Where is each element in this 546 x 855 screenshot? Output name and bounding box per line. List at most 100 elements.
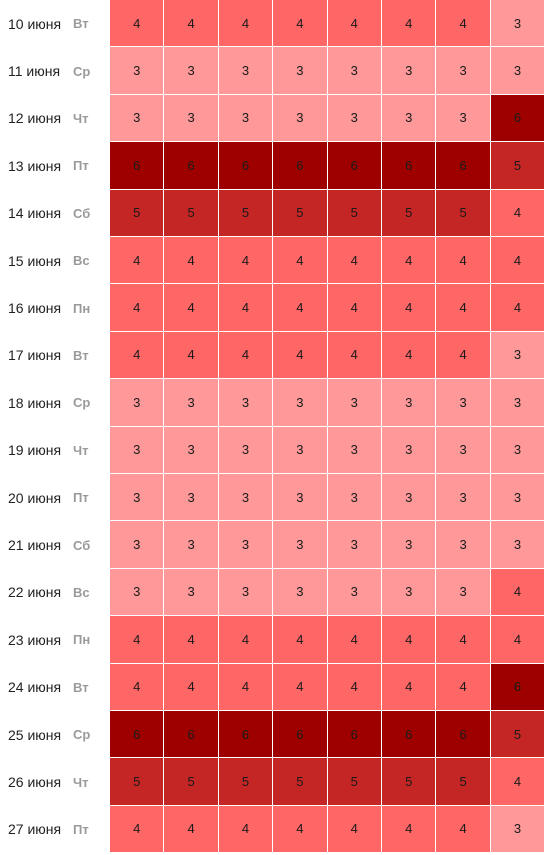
calendar-row: 17 июня Вт 4 4 4 4 4 4 4 3: [0, 331, 546, 380]
calendar-row: 16 июня Пн 4 4 4 4 4 4 4 4: [0, 284, 546, 332]
weekday-label: Вт: [73, 679, 89, 695]
heat-cell: 3: [218, 47, 274, 95]
heat-cell: 4: [327, 805, 382, 854]
heat-cell: 4: [110, 331, 165, 380]
heat-cell: 6: [218, 142, 274, 190]
heat-cell: 3: [382, 379, 437, 427]
calendar-row: 12 июня Чт 3 3 3 3 3 3 3 6: [0, 94, 546, 143]
weekday-label: Сб: [73, 205, 91, 221]
heat-cell: 5: [218, 189, 274, 237]
heat-cell: 3: [490, 474, 546, 522]
heat-cell: 3: [164, 568, 219, 617]
heat-cell: 4: [273, 663, 328, 711]
heat-cell: 4: [273, 616, 328, 664]
row-label: 15 июня Вс: [0, 237, 110, 284]
heat-cell: 4: [436, 284, 491, 332]
heat-cell: 3: [218, 568, 274, 617]
heat-cell: 3: [218, 94, 274, 143]
weekday-label: Чт: [73, 774, 89, 790]
heat-cell: 5: [327, 758, 382, 806]
row-label: 27 июня Пт: [0, 806, 110, 853]
heat-cell: 6: [164, 142, 219, 190]
date-label: 26 июня: [8, 774, 62, 791]
heat-cell: 3: [110, 474, 165, 522]
heat-cell: 3: [382, 568, 437, 617]
heat-cell: 3: [110, 426, 165, 474]
heat-cell: 3: [327, 379, 382, 427]
heat-cell: 6: [490, 94, 546, 143]
row-label: 12 июня Чт: [0, 95, 110, 142]
heat-cell: 3: [327, 521, 382, 569]
heat-cell: 3: [436, 379, 491, 427]
heat-cell: 3: [436, 521, 491, 569]
heat-cell: 3: [490, 331, 546, 380]
heat-cell: 3: [273, 94, 328, 143]
heat-cell: 3: [110, 521, 165, 569]
heat-cell: 6: [110, 711, 165, 759]
heat-cell: 4: [110, 663, 165, 711]
row-label: 22 июня Вс: [0, 569, 110, 616]
heat-cell: 5: [164, 758, 219, 806]
heat-cell: 3: [436, 568, 491, 617]
heat-cell: 4: [436, 663, 491, 711]
heat-cell: 4: [490, 237, 546, 285]
heat-cell: 5: [273, 189, 328, 237]
heat-cell: 3: [273, 379, 328, 427]
heat-cell: 4: [164, 284, 219, 332]
row-label: 17 июня Вт: [0, 332, 110, 379]
date-label: 18 июня: [8, 394, 62, 411]
heat-cell: 4: [164, 616, 219, 664]
calendar-row: 10 июня Вт 4 4 4 4 4 4 4 3: [0, 0, 546, 48]
heat-cell: 4: [327, 0, 382, 48]
weekday-label: Пн: [73, 632, 91, 648]
heat-cell: 5: [327, 189, 382, 237]
heat-cell: 4: [218, 331, 274, 380]
heat-cell: 4: [218, 616, 274, 664]
heat-cell: 3: [382, 47, 437, 95]
date-label: 23 июня: [8, 631, 62, 648]
heat-cell: 5: [110, 758, 165, 806]
row-label: 25 июня Ср: [0, 711, 110, 758]
date-label: 22 июня: [8, 584, 62, 601]
weekday-label: Пт: [73, 490, 89, 506]
heat-cell: 5: [273, 758, 328, 806]
heat-cell: 4: [218, 805, 274, 854]
date-label: 25 июня: [8, 726, 62, 743]
row-label: 26 июня Чт: [0, 758, 110, 805]
date-label: 17 июня: [8, 347, 62, 364]
heat-cell: 4: [164, 331, 219, 380]
date-label: 24 июня: [8, 679, 62, 696]
heat-cell: 4: [382, 284, 437, 332]
heat-cell: 4: [327, 616, 382, 664]
calendar-row: 24 июня Вт 4 4 4 4 4 4 4 6: [0, 663, 546, 711]
heat-cell: 4: [490, 758, 546, 806]
heat-cell: 3: [327, 47, 382, 95]
heat-cell: 4: [382, 616, 437, 664]
weekday-label: Ср: [73, 395, 91, 411]
heat-cell: 3: [490, 0, 546, 48]
heat-cell: 6: [110, 142, 165, 190]
row-label: 10 июня Вт: [0, 0, 110, 47]
heat-cell: 4: [164, 237, 219, 285]
heat-cell: 3: [436, 474, 491, 522]
heat-cell: 4: [382, 805, 437, 854]
heat-cell: 5: [490, 711, 546, 759]
heat-cell: 4: [164, 805, 219, 854]
heat-cell: 4: [490, 568, 546, 617]
heat-cell: 4: [273, 0, 328, 48]
heat-cell: 4: [490, 616, 546, 664]
heat-cell: 6: [490, 663, 546, 711]
calendar-row: 26 июня Чт 5 5 5 5 5 5 5 4: [0, 758, 546, 806]
row-label: 14 июня Сб: [0, 190, 110, 237]
date-label: 20 июня: [8, 489, 62, 506]
heat-cell: 3: [164, 426, 219, 474]
row-label: 21 июня Сб: [0, 521, 110, 568]
heat-cell: 3: [327, 568, 382, 617]
heat-cell: 3: [490, 521, 546, 569]
heat-cell: 4: [273, 805, 328, 854]
date-label: 15 июня: [8, 252, 62, 269]
date-label: 10 июня: [8, 15, 62, 32]
weekday-label: Сб: [73, 537, 91, 553]
heat-cell: 4: [490, 189, 546, 237]
heat-cell: 3: [110, 94, 165, 143]
